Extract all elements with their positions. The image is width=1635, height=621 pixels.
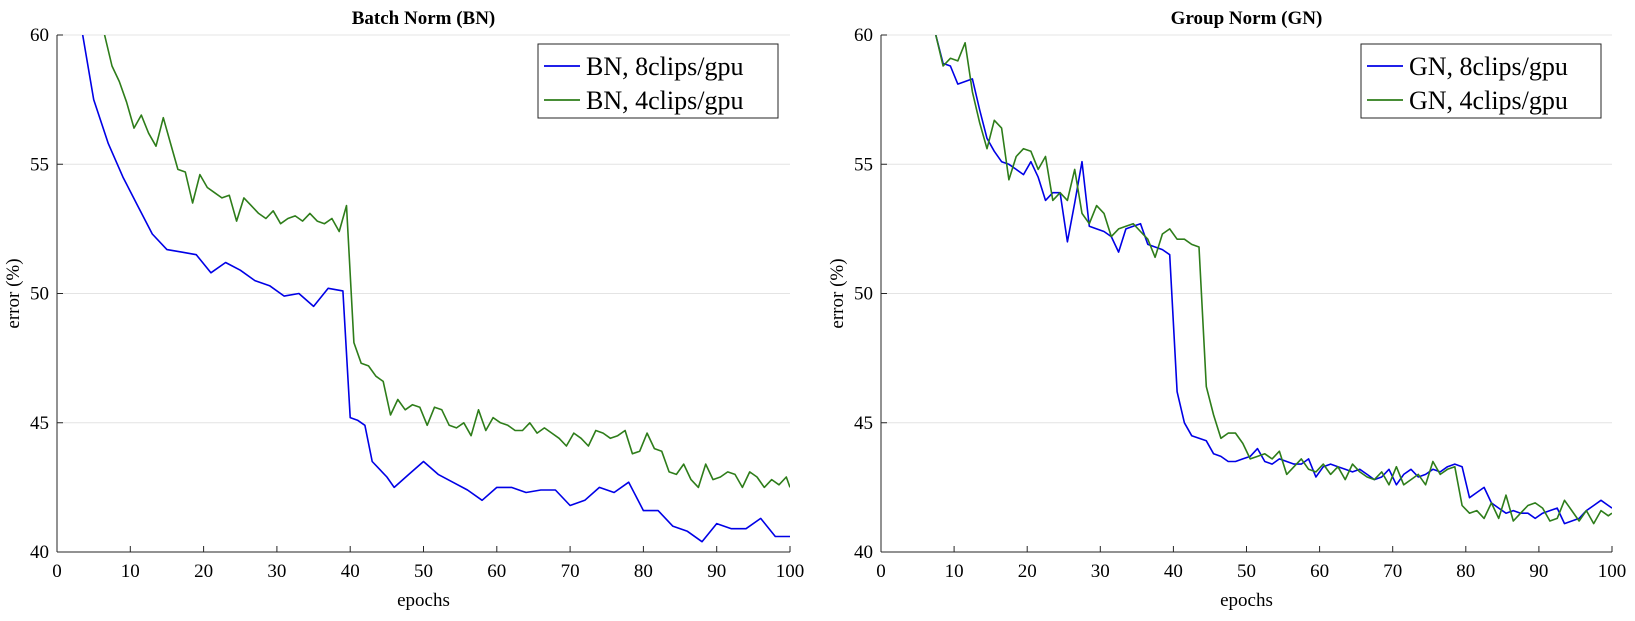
- x-tick-label: 100: [776, 561, 805, 582]
- chart-title: Batch Norm (BN): [352, 8, 496, 29]
- legend-box: [537, 43, 779, 119]
- y-tick-label: 40: [30, 542, 49, 563]
- x-tick-label: 80: [634, 561, 653, 582]
- x-tick-label: 0: [52, 561, 62, 582]
- y-tick-label: 40: [854, 542, 873, 563]
- x-tick-label: 20: [1018, 561, 1037, 582]
- y-tick-label: 50: [854, 284, 873, 305]
- x-tick-label: 10: [945, 561, 964, 582]
- y-tick-label: 55: [30, 154, 49, 175]
- x-tick-label: 40: [1164, 561, 1183, 582]
- x-tick-label: 20: [194, 561, 213, 582]
- y-tick-label: 60: [854, 25, 873, 46]
- legend-box: [1360, 43, 1602, 119]
- legend-label-2: BN, 4clips/gpu: [586, 86, 743, 115]
- y-tick-label: 45: [30, 413, 49, 434]
- x-tick-label: 90: [1529, 561, 1548, 582]
- series-line-1: [81, 35, 790, 543]
- x-tick-label: 50: [1237, 561, 1256, 582]
- x-axis-label: epochs: [1220, 590, 1273, 611]
- legend: BN, 8clips/gpu BN, 4clips/gpu: [537, 43, 779, 119]
- y-axis-label: error (%): [3, 258, 24, 328]
- legend-label-1: GN, 8clips/gpu: [1409, 52, 1568, 81]
- legend: GN, 8clips/gpu GN, 4clips/gpu: [1360, 43, 1602, 119]
- x-tick-label: 40: [341, 561, 360, 582]
- legend-label-2: GN, 4clips/gpu: [1409, 86, 1568, 115]
- x-tick-label: 10: [121, 561, 140, 582]
- x-tick-label: 90: [707, 561, 726, 582]
- y-tick-label: 45: [854, 413, 873, 434]
- x-tick-label: 60: [1310, 561, 1329, 582]
- x-tick-label: 60: [487, 561, 506, 582]
- x-tick-label: 100: [1598, 561, 1627, 582]
- x-tick-label: 50: [414, 561, 433, 582]
- series-group: [81, 35, 790, 543]
- y-tick-label: 55: [854, 154, 873, 175]
- x-tick-label: 70: [561, 561, 580, 582]
- x-tick-label: 30: [1091, 561, 1110, 582]
- y-tick-label: 60: [30, 25, 49, 46]
- series-group: [935, 35, 1612, 525]
- x-axis-label: epochs: [397, 590, 450, 611]
- x-tick-label: 80: [1456, 561, 1475, 582]
- series-line-1: [935, 35, 1612, 525]
- x-tick-label: 0: [876, 561, 886, 582]
- y-axis-label: error (%): [827, 258, 848, 328]
- x-tick-label: 70: [1383, 561, 1402, 582]
- series-line-2: [103, 35, 790, 489]
- chart-panel-1: 0 10 20 30 40 50 60 70 80 90 100 40 45 50 55 60 Batch No…: [3, 8, 804, 611]
- chart-panel-2: 0 10 20 30 40 50 60 70 80 90 100 40 45 50 55 60 Group No…: [827, 8, 1626, 611]
- chart-title: Group Norm (GN): [1171, 8, 1323, 29]
- legend-label-1: BN, 8clips/gpu: [586, 52, 743, 81]
- series-line-2: [935, 35, 1612, 525]
- y-tick-label: 50: [30, 284, 49, 305]
- x-tick-label: 30: [267, 561, 286, 582]
